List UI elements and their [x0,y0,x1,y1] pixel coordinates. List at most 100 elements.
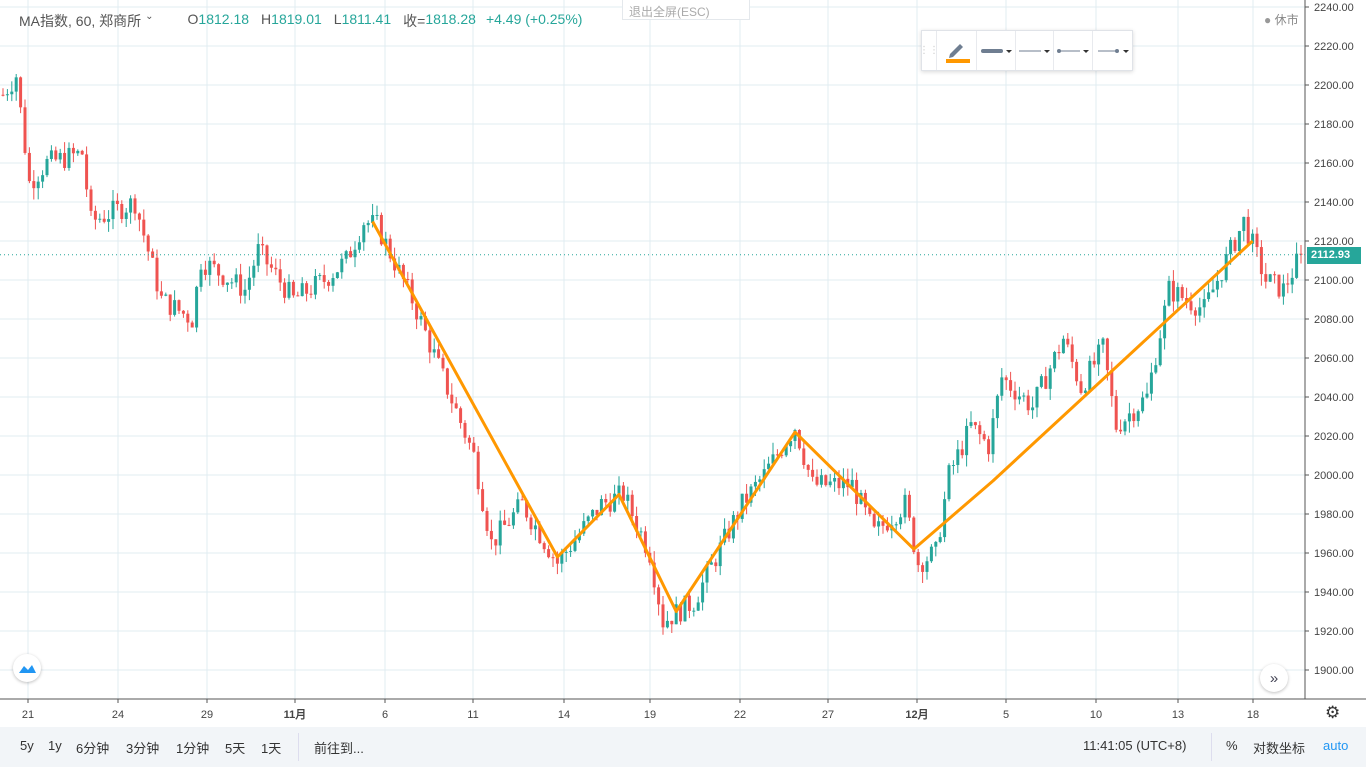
candle-body [1193,310,1197,316]
low-label: L [333,11,342,27]
candle-body [569,550,573,552]
candle-body [1044,376,1048,389]
percent-scale-button[interactable]: % [1226,738,1238,753]
line-start-icon [1057,48,1090,53]
line-style-icon [1019,49,1051,53]
candle-body [159,291,163,296]
range-3min[interactable]: 3分钟 [126,741,160,756]
settings-gear-icon[interactable]: ⚙ [1325,703,1341,722]
candle-body [1048,368,1052,389]
candle-body [674,604,678,625]
symbol-title[interactable]: MA指数, 60, 郑商所 [19,13,142,29]
candle-body [481,489,485,511]
candle-body [441,357,445,369]
candle-body [384,238,388,245]
candle-body [357,242,361,250]
price-label: 2200.00 [1314,80,1354,92]
candle-body [1255,233,1259,248]
candle-body [1233,239,1237,252]
candle-body [969,422,973,426]
candle-body [1207,292,1211,300]
range-1min[interactable]: 1分钟 [176,741,210,756]
scroll-to-realtime-button[interactable]: » [1260,664,1288,692]
candle-body [692,610,696,612]
candle-body [5,94,9,96]
line-end-icon [1097,48,1129,53]
open-label: O [187,11,199,27]
candle-body [833,477,837,482]
candle-body [124,212,128,219]
line-start-button[interactable] [1054,31,1094,70]
double-chevron-right-icon: » [1269,669,1279,687]
time-axis[interactable] [0,700,1366,727]
cloud-logo-icon [19,665,36,673]
candle-body [476,451,480,490]
range-6min[interactable]: 6分钟 [76,741,110,756]
candle-body [652,562,656,588]
candle-body [278,269,282,283]
pencil-color-button[interactable] [937,31,977,70]
candle-body [1136,411,1140,422]
time-label: 13 [1172,709,1184,721]
candle-body [916,552,920,566]
zigzag-drawing[interactable] [371,220,1254,613]
candle-body [494,539,498,546]
candle-body [1277,274,1281,297]
line-width-button[interactable] [977,31,1016,70]
line-end-button[interactable] [1093,31,1132,70]
candle-body [340,258,344,273]
candle-body [1198,307,1202,316]
candle-body [313,276,317,295]
candle-body [1066,338,1070,345]
exit-fullscreen-button[interactable]: 退出全屏(ESC) [622,0,750,20]
chevron-down-icon[interactable]: ⌄ [145,11,154,22]
candle-body [899,517,903,525]
candle-body [1149,372,1153,394]
candle-body [1017,396,1021,400]
candle-body [511,512,515,526]
candle-body [696,602,700,611]
candle-body [1220,280,1224,282]
candle-body [670,620,674,625]
candle-body [705,564,709,583]
high-value: 1819.01 [271,11,322,27]
range-5d[interactable]: 5天 [225,741,246,756]
time-label: 11月 [284,708,307,721]
candle-body [423,316,427,331]
auto-scale-button[interactable]: auto [1323,738,1349,753]
price-label: 2220.00 [1314,41,1354,53]
color-swatch [946,59,970,63]
candle-body [560,552,564,564]
range-1y[interactable]: 1y [48,738,62,753]
candle-body [1132,413,1136,422]
candle-body [639,531,643,533]
candle-body [630,494,634,517]
candle-body [67,147,71,168]
candle-body [1189,301,1193,311]
clock-time[interactable]: 11:41:05 (UTC+8) [1083,738,1187,753]
log-scale-button[interactable]: 对数坐标 [1253,741,1306,756]
candle-body [762,469,766,480]
candle-body [687,595,691,611]
candle-body [450,394,454,404]
candle-body [1123,421,1127,432]
candle-body [344,251,348,259]
logo-button[interactable] [13,654,41,682]
candle-body [300,283,304,297]
status-dot-icon: ● [1264,13,1275,27]
range-1d[interactable]: 1天 [261,741,282,756]
drag-handle-icon[interactable]: ⋮⋮ [919,31,939,70]
candle-body [991,418,995,455]
candle-body [129,198,133,213]
goto-date-button[interactable]: 前往到... [314,741,364,756]
close-label: 收= [403,13,426,29]
price-label: 2160.00 [1314,158,1354,170]
price-chart[interactable]: 2240.00 2220.00 2200.00 2180.00 2160.00 2140.… [0,0,1366,727]
candle-body [419,316,423,320]
range-5y[interactable]: 5y [20,738,34,753]
candle-body [10,91,14,95]
line-style-button[interactable] [1016,31,1055,70]
candle-body [1246,216,1250,244]
time-label: 5 [1003,709,1009,721]
last-price-label: 2112.93 [1307,246,1361,264]
